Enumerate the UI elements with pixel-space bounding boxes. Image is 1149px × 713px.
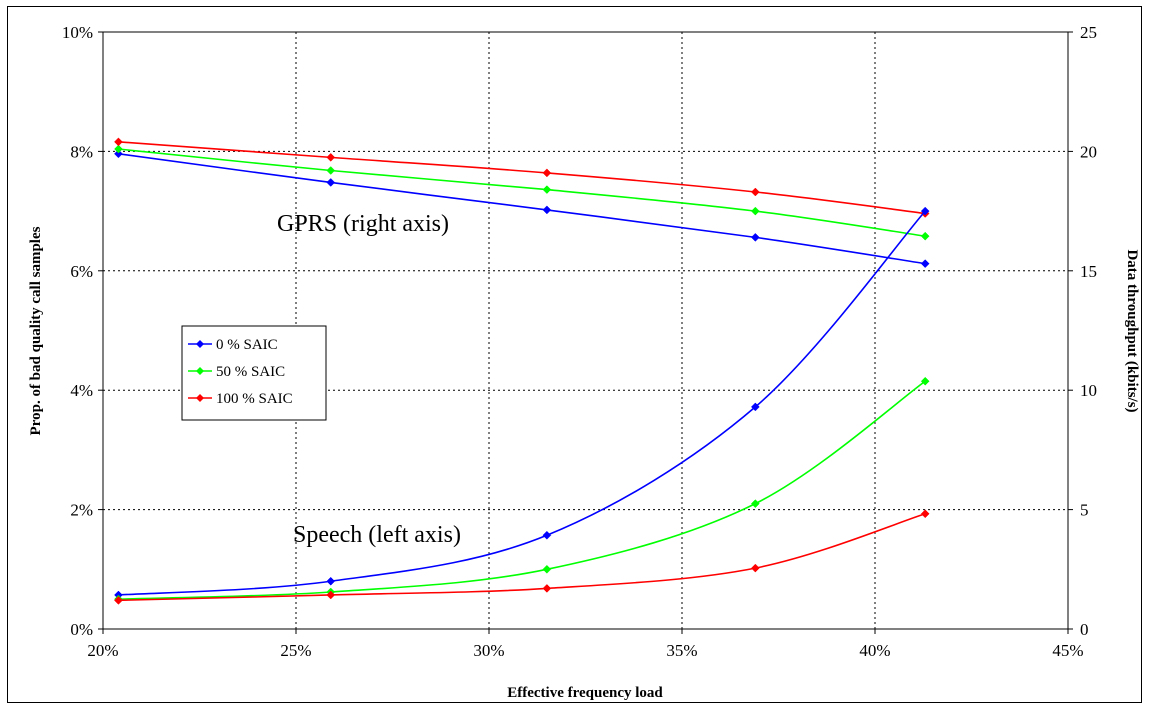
- tick-labels: 20% 25% 30% 35% 40% 45% 0% 0 2% 5 4% 10 6% 15 8% 20 10% 2…: [62, 23, 1097, 660]
- x-tick-label: 35%: [666, 641, 697, 660]
- y2-tick-label: 25: [1080, 23, 1097, 42]
- speech-point-100-saic: [542, 584, 552, 593]
- gprs-point-50-saic: [542, 185, 552, 194]
- speech-line-0-saic: [118, 210, 926, 596]
- speech-point-50-saic: [542, 564, 552, 574]
- x-tick-label: 30%: [473, 641, 504, 660]
- legend-items: 0 % SAIC 50 % SAIC 100 % SAIC: [188, 337, 293, 407]
- y-tick-label: 10%: [62, 23, 93, 42]
- speech-point-100-saic: [114, 595, 123, 605]
- y-tick-label: 8%: [70, 142, 93, 161]
- gprs-point-50-saic: [326, 166, 336, 175]
- speech-point-100-saic: [920, 509, 930, 519]
- gprs-point-50-saic: [750, 206, 760, 216]
- gprs-point-50-saic: [920, 231, 930, 241]
- x-tick-label: 40%: [859, 641, 890, 660]
- y2-tick-label: 20: [1080, 142, 1097, 161]
- gprs-point-100-saic: [114, 137, 123, 147]
- y2-tick-label: 0: [1080, 620, 1089, 639]
- gprs-annotation: GPRS (right axis): [277, 211, 449, 237]
- speech-point-0-saic: [750, 402, 760, 412]
- legend-label: 100 % SAIC: [216, 391, 293, 407]
- legend-swatch-marker: [196, 340, 204, 348]
- gprs-point-0-saic: [542, 205, 552, 215]
- gprs-point-0-saic: [326, 178, 336, 187]
- x-tick-label: 25%: [280, 641, 311, 660]
- y-tick-label: 4%: [70, 381, 93, 400]
- y2-tick-label: 10: [1080, 381, 1097, 400]
- gprs-point-100-saic: [542, 168, 552, 178]
- series-layer: [114, 137, 930, 605]
- y-tick-label: 2%: [70, 501, 93, 520]
- legend-swatch-marker: [196, 367, 204, 375]
- gprs-point-0-saic: [114, 149, 123, 159]
- legend-label: 50 % SAIC: [216, 364, 285, 380]
- speech-point-100-saic: [750, 563, 760, 573]
- legend-label: 0 % SAIC: [216, 337, 278, 353]
- speech-point-0-saic: [920, 206, 930, 216]
- gprs-point-0-saic: [920, 259, 930, 268]
- legend-swatch-marker: [196, 394, 204, 402]
- y-axis-title: Prop. of bad quality call samples: [28, 226, 44, 435]
- y2-tick-label: 5: [1080, 501, 1089, 520]
- gprs-point-50-saic: [114, 144, 123, 154]
- y-tick-label: 0%: [70, 620, 93, 639]
- y-tick-label: 6%: [70, 262, 93, 281]
- legend-box: [181, 325, 327, 421]
- gprs-point-0-saic: [750, 233, 760, 242]
- speech-point-0-saic: [542, 530, 552, 540]
- speech-point-0-saic: [326, 576, 336, 586]
- gprs-point-100-saic: [750, 187, 760, 197]
- speech-point-50-saic: [750, 499, 760, 508]
- y2-axis-title: Data throughput (kbits/s): [1124, 249, 1140, 412]
- x-tick-label: 45%: [1052, 641, 1083, 660]
- speech-annotation: Speech (left axis): [293, 522, 461, 548]
- legend: 0 % SAIC 50 % SAIC 100 % SAIC: [181, 325, 327, 421]
- speech-point-50-saic: [920, 376, 930, 386]
- gprs-point-100-saic: [326, 153, 336, 162]
- x-axis-title: Effective frequency load: [507, 685, 663, 701]
- speech-point-100-saic: [326, 590, 336, 600]
- x-tick-label: 20%: [87, 641, 118, 660]
- y2-tick-label: 15: [1080, 262, 1097, 281]
